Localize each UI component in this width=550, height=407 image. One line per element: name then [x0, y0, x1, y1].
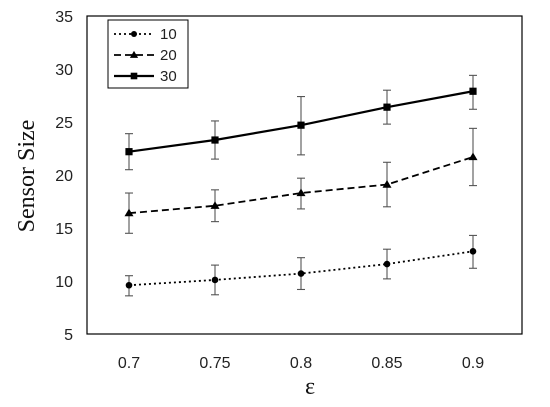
series-20 — [124, 127, 478, 234]
data-point-marker — [468, 152, 478, 161]
data-point-marker — [296, 188, 306, 197]
x-tick-label: 0.75 — [199, 355, 230, 372]
series-layer — [124, 74, 478, 297]
data-point-marker — [124, 208, 134, 217]
y-axis-label: Sensor Size — [14, 120, 40, 233]
data-point-marker — [383, 103, 391, 111]
legend-entry-10: 10 — [114, 26, 177, 43]
y-tick-label: 30 — [55, 62, 73, 79]
legend-entry-30: 30 — [114, 68, 177, 85]
data-point-marker — [297, 270, 305, 277]
data-point-marker — [469, 87, 477, 95]
x-tick-label: 0.7 — [118, 355, 140, 372]
legend-label: 20 — [160, 47, 177, 64]
series-30 — [125, 74, 477, 171]
plot-area-frame — [86, 15, 523, 335]
data-point-marker — [382, 180, 392, 188]
legend-entry-20: 20 — [114, 47, 177, 64]
y-tick-label: 25 — [55, 115, 73, 132]
data-point-marker — [125, 148, 133, 156]
data-point-marker — [129, 50, 139, 58]
x-tick-label: 0.9 — [462, 355, 484, 372]
legend: 10 20 30 — [107, 19, 189, 89]
x-axis-label: ε — [305, 374, 315, 400]
data-point-marker — [130, 30, 138, 38]
y-tick-label: 10 — [55, 274, 73, 291]
series-line — [128, 156, 474, 215]
data-point-marker — [125, 281, 133, 289]
y-tick-label: 5 — [64, 327, 73, 344]
data-point-marker — [469, 248, 477, 255]
x-axis-ticks: 0.7 0.75 0.8 0.85 0.9 — [118, 355, 484, 372]
y-tick-label: 20 — [55, 168, 73, 185]
data-point-marker — [383, 260, 391, 268]
x-tick-label: 0.85 — [371, 355, 402, 372]
y-tick-label: 15 — [55, 221, 73, 238]
data-point-marker — [297, 121, 305, 129]
legend-label: 30 — [160, 68, 177, 85]
data-point-marker — [130, 72, 138, 80]
y-tick-label: 35 — [55, 9, 73, 26]
data-point-marker — [211, 136, 219, 144]
legend-label: 10 — [160, 26, 177, 43]
y-axis-ticks: 5 10 15 20 25 30 35 — [55, 9, 73, 344]
data-point-marker — [211, 276, 219, 284]
data-point-marker — [210, 201, 220, 209]
x-tick-label: 0.8 — [290, 355, 312, 372]
series-10 — [125, 234, 477, 297]
